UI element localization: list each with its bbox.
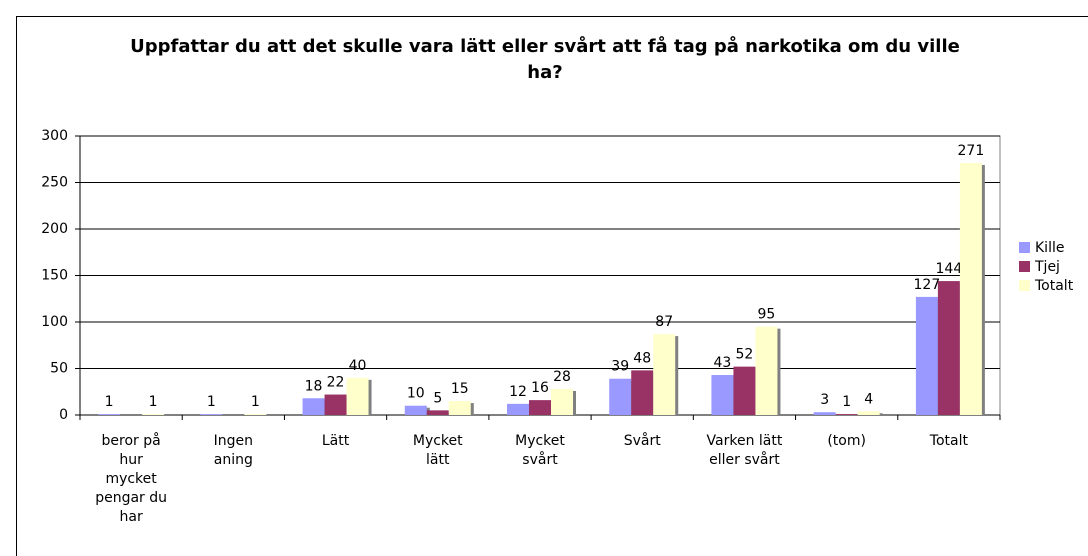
data-label: 1 xyxy=(149,394,158,410)
legend-label: Totalt xyxy=(1034,278,1074,294)
data-label: 144 xyxy=(936,261,963,277)
data-label: 95 xyxy=(758,307,776,323)
data-label: 22 xyxy=(327,375,345,391)
bar xyxy=(835,414,858,415)
x-tick-label: Mycket svårt xyxy=(515,433,565,468)
bar xyxy=(813,412,836,415)
bar xyxy=(98,414,121,415)
x-tick-label: Totalt xyxy=(929,433,968,449)
x-tick-label: (tom) xyxy=(827,433,866,449)
x-tick-label: Svårt xyxy=(623,433,661,449)
legend-label: Kille xyxy=(1035,240,1064,256)
bar xyxy=(302,398,325,415)
bar xyxy=(346,377,369,415)
data-label: 4 xyxy=(864,391,873,407)
data-label: 271 xyxy=(958,143,985,159)
x-tick-label: Ingen aning xyxy=(213,433,254,468)
y-tick-label: 100 xyxy=(41,314,68,330)
legend-swatch xyxy=(1019,280,1030,291)
legend-label: Tjej xyxy=(1034,259,1060,275)
data-label: 1 xyxy=(842,394,851,410)
data-label: 3 xyxy=(820,392,829,408)
data-label: 16 xyxy=(531,380,549,396)
data-label: 1 xyxy=(207,394,216,410)
bar xyxy=(448,401,471,415)
data-label: 12 xyxy=(509,384,527,400)
data-label: 52 xyxy=(736,347,754,363)
bar xyxy=(324,394,347,415)
legend-swatch xyxy=(1019,242,1030,253)
bar xyxy=(200,414,223,415)
chart-title: Uppfattar du att det skulle vara lätt el… xyxy=(130,36,960,83)
bar xyxy=(404,405,427,415)
legend-swatch xyxy=(1019,261,1030,272)
bar xyxy=(529,400,551,415)
bar xyxy=(857,411,880,415)
data-label: 48 xyxy=(633,350,651,366)
bar xyxy=(937,281,960,415)
data-label: 15 xyxy=(451,381,469,397)
bar xyxy=(653,334,676,415)
x-tick-label: Varken lätt eller svårt xyxy=(706,433,783,468)
chart-border xyxy=(16,16,1088,556)
data-label: 43 xyxy=(714,355,732,371)
bar xyxy=(733,366,756,415)
bar xyxy=(426,410,449,415)
bar xyxy=(711,375,734,415)
bar xyxy=(609,378,632,415)
bar xyxy=(551,388,573,415)
y-tick-label: 150 xyxy=(41,268,68,284)
y-tick-label: 250 xyxy=(41,175,68,191)
data-label: 39 xyxy=(611,359,629,375)
x-tick-label: Lätt xyxy=(321,433,350,449)
data-label: 1 xyxy=(251,394,260,410)
bar xyxy=(507,403,529,415)
data-label: 28 xyxy=(553,369,571,385)
bar xyxy=(142,414,165,415)
bar xyxy=(631,370,654,415)
data-label: 40 xyxy=(349,358,367,374)
bar xyxy=(244,414,267,415)
data-label: 1 xyxy=(105,394,114,410)
y-tick-label: 0 xyxy=(59,407,68,423)
bar xyxy=(915,296,938,415)
y-tick-label: 50 xyxy=(50,361,68,377)
bar xyxy=(959,162,982,415)
x-tick-label: beror på hur mycket pengar du har xyxy=(95,433,168,525)
x-tick-label: Mycket lätt xyxy=(412,433,463,468)
y-tick-label: 300 xyxy=(41,128,68,144)
y-tick-label: 200 xyxy=(41,221,68,237)
data-label: 18 xyxy=(305,378,323,394)
data-label: 127 xyxy=(914,277,941,293)
data-label: 5 xyxy=(433,390,442,406)
bar xyxy=(755,326,778,415)
data-label: 87 xyxy=(655,314,673,330)
data-label: 10 xyxy=(407,386,425,402)
